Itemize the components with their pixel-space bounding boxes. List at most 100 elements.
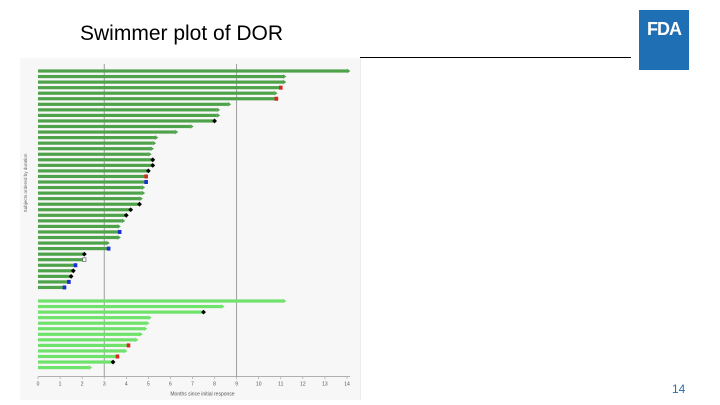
swimmer-bar xyxy=(38,74,283,79)
hsct-marker xyxy=(67,279,71,284)
title-underline xyxy=(360,57,631,58)
no-assessment-marker xyxy=(82,257,87,262)
swimmer-bar xyxy=(38,163,153,167)
swimmer-bar xyxy=(38,124,191,129)
swimmer-bar xyxy=(38,224,118,228)
y-axis-label: Subjects ordered by duration xyxy=(23,153,28,212)
swimmer-bar xyxy=(38,119,215,123)
ongoing-arrow xyxy=(227,102,232,107)
ongoing-arrow xyxy=(139,332,143,337)
swimmer-bar xyxy=(38,299,283,303)
ongoing-arrow xyxy=(152,140,157,146)
swimmer-bar xyxy=(38,274,72,278)
x-tick-label: 14 xyxy=(344,382,350,388)
swimmer-bar xyxy=(38,191,142,195)
ongoing-arrow xyxy=(117,224,121,229)
ongoing-arrow xyxy=(88,365,93,370)
x-tick-label: 0 xyxy=(37,382,40,388)
swimmer-chart-panel: 0 1 2 3 4 5 6 7 8 9 10 11 12 13 14 Months since initial… xyxy=(20,58,361,400)
swimmer-bar xyxy=(38,354,118,359)
swimmer-bar xyxy=(38,152,149,156)
ongoing-arrow xyxy=(135,337,139,343)
ongoing-arrow xyxy=(106,240,110,246)
ongoing-arrow xyxy=(154,135,159,140)
swimmer-bar xyxy=(38,366,89,370)
swimmer-bar xyxy=(38,338,136,342)
relapse-marker xyxy=(145,168,151,174)
ongoing-arrow xyxy=(282,79,287,85)
relapse-marker xyxy=(123,212,129,218)
new-therapy-marker xyxy=(274,96,279,101)
swimmer-bar xyxy=(38,197,140,201)
relapse-marker xyxy=(150,157,156,163)
x-tick-label: 6 xyxy=(169,382,172,388)
ongoing-arrow xyxy=(221,304,225,309)
ongoing-arrow xyxy=(347,68,351,74)
ongoing-arrow xyxy=(174,129,179,135)
x-tick-label: 2 xyxy=(81,382,84,388)
x-tick-label: 11 xyxy=(278,382,283,388)
ongoing-arrow xyxy=(141,185,146,190)
swimmer-bar xyxy=(38,69,347,73)
ongoing-arrow xyxy=(143,326,148,332)
ongoing-arrow xyxy=(216,107,221,113)
fda-logo-text: FDA xyxy=(647,19,682,39)
swimmer-bar xyxy=(38,316,149,320)
ongoing-arrow xyxy=(121,218,126,224)
swimmer-bar xyxy=(38,180,147,184)
swimmer-bar xyxy=(38,208,131,212)
page-number: 14 xyxy=(672,382,686,396)
ongoing-arrow xyxy=(117,235,121,240)
hsct-marker xyxy=(117,229,122,234)
ongoing-arrow xyxy=(216,113,221,118)
ongoing-arrow xyxy=(148,151,152,157)
swimmer-bar xyxy=(38,97,277,101)
ongoing-arrow xyxy=(150,146,154,151)
swimmer-bar xyxy=(38,202,140,206)
swimmer-bar xyxy=(38,130,175,134)
hsct-marker xyxy=(73,263,78,268)
new-therapy-marker xyxy=(115,354,120,359)
swimmer-bar xyxy=(38,80,283,84)
hsct-marker xyxy=(106,246,111,251)
relapse-marker xyxy=(137,201,142,207)
swimmer-bar xyxy=(38,102,228,106)
ongoing-arrow xyxy=(282,74,287,79)
new-therapy-marker xyxy=(278,85,283,90)
swimmer-bar xyxy=(38,136,155,140)
swimmer-bar xyxy=(38,91,275,95)
swimmer-bar xyxy=(38,258,85,262)
swimmer-bar xyxy=(38,327,144,331)
ongoing-arrow xyxy=(282,298,287,304)
relapse-marker xyxy=(150,162,156,168)
swimmer-bar xyxy=(38,280,69,284)
x-tick-label: 12 xyxy=(300,382,306,388)
swimmer-bar xyxy=(38,269,74,273)
swimmer-bar xyxy=(38,213,127,217)
swimmer-bar xyxy=(38,230,120,234)
swimmer-bar xyxy=(38,349,125,353)
x-tick-label: 8 xyxy=(213,382,216,388)
relapse-marker xyxy=(128,207,134,213)
relapse-marker xyxy=(70,268,76,274)
ongoing-arrow xyxy=(141,190,146,196)
ongoing-arrow xyxy=(139,196,143,201)
ongoing-arrow xyxy=(124,348,128,354)
ongoing-arrow xyxy=(146,320,150,326)
swimmer-bar xyxy=(38,174,147,179)
swimmer-bar xyxy=(38,360,114,364)
x-tick-label: 9 xyxy=(235,382,238,388)
swimmer-bar xyxy=(38,86,281,90)
x-tick-label: 4 xyxy=(125,382,128,388)
swimmer-bar xyxy=(38,235,118,240)
relapse-marker xyxy=(110,359,116,365)
swimmer-bar xyxy=(38,169,149,173)
swimmer-bar xyxy=(38,285,65,290)
new-therapy-marker xyxy=(126,343,131,348)
swimmer-bar xyxy=(38,332,140,336)
swimmer-bar xyxy=(38,219,122,223)
relapse-marker xyxy=(201,309,206,315)
swimmer-bar xyxy=(38,310,204,314)
swimmer-bar xyxy=(38,263,76,267)
